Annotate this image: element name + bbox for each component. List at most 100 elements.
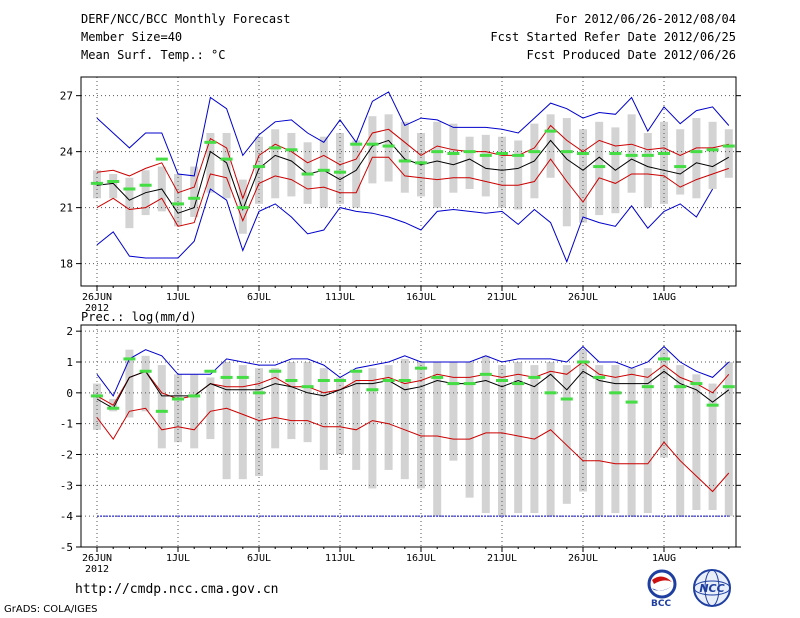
temperature-obs-marker <box>512 153 525 157</box>
precipitation-box <box>271 368 280 449</box>
temperature-obs-marker <box>431 150 444 154</box>
temperature-xtick-label: 1JUL <box>166 292 190 303</box>
precipitation-ytick-label: -3 <box>60 479 73 492</box>
precipitation-obs-marker <box>479 372 492 376</box>
precipitation-obs-marker <box>544 391 557 395</box>
temperature-obs-marker <box>609 152 622 156</box>
temperature-obs-marker <box>139 183 152 187</box>
precipitation-box <box>287 362 296 440</box>
temperature-box <box>319 136 328 208</box>
precipitation-mean-line <box>96 370 730 409</box>
precipitation-obs-marker <box>560 397 573 401</box>
precipitation-obs-marker <box>625 400 638 404</box>
temperature-box <box>206 132 215 193</box>
precipitation-obs-marker <box>236 375 249 379</box>
temperature-frame <box>80 76 737 287</box>
precipitation-ytick-label: 1 <box>66 356 73 369</box>
precipitation-obs-marker <box>398 379 411 382</box>
temperature-obs-marker <box>236 206 249 210</box>
temperature-box <box>368 116 377 184</box>
temperature-ytick-label: 21 <box>60 202 73 215</box>
precipitation-box <box>400 358 409 480</box>
precipitation-obs-marker <box>690 382 703 386</box>
precipitation-obs-marker <box>285 379 298 382</box>
temperature-box <box>433 121 442 208</box>
temperature-box <box>579 129 587 223</box>
temperature-box <box>222 132 231 199</box>
temperature-xtick-label: 21JUL <box>487 292 517 303</box>
temperature-box <box>125 177 134 229</box>
precipitation-xtick-label: 6JUL <box>247 553 271 564</box>
temperature-box <box>627 114 636 193</box>
precipitation-max-line <box>96 345 730 397</box>
precipitation-obs-marker <box>447 382 460 386</box>
precipitation-box <box>676 365 685 517</box>
temperature-xtick-label: 11JUL <box>325 292 355 303</box>
precipitation-obs-marker <box>220 375 233 379</box>
precipitation-obs-marker <box>593 375 606 379</box>
precipitation-box <box>627 368 636 517</box>
temperature-obs-marker <box>447 152 460 156</box>
temperature-box <box>481 134 490 197</box>
temperature-box <box>449 123 458 193</box>
precipitation-obs-marker <box>172 397 184 401</box>
precipitation-obs-marker <box>431 375 444 379</box>
member-size-label: Member Size=40 <box>81 30 183 44</box>
temperature-obs-marker <box>528 150 541 154</box>
temperature-obs-marker <box>722 144 735 148</box>
precipitation-obs-marker <box>334 379 346 382</box>
temperature-box <box>271 129 280 199</box>
temperature-mean-line <box>96 139 730 214</box>
precipitation-box <box>174 374 182 443</box>
temperature-xtick-label: 6JUL <box>247 292 271 303</box>
temperature-box <box>190 166 199 217</box>
precipitation-box <box>93 383 101 430</box>
precipitation-obs-marker <box>674 385 687 389</box>
temperature-obs-marker <box>690 150 703 154</box>
precipitation-obs-marker <box>658 357 670 361</box>
temperature-obs-marker <box>625 153 638 157</box>
precipitation-obs-marker <box>415 366 427 370</box>
precipitation-box <box>514 362 523 514</box>
precipitation-xtick-label: 21JUL <box>487 553 517 564</box>
temperature-box <box>384 114 393 182</box>
precipitation-obs-marker <box>496 379 508 382</box>
forecast-period-label: For 2012/06/26-2012/08/04 <box>555 12 736 26</box>
temperature-box <box>595 121 604 216</box>
temperature-box <box>465 136 474 189</box>
precipitation-obs-marker <box>722 385 735 389</box>
precipitation-ytick-label: 0 <box>66 387 73 400</box>
precipitation-obs-marker <box>382 379 395 382</box>
precipitation-ytick-label: -2 <box>60 449 73 462</box>
precipitation-obs-marker <box>366 388 379 392</box>
precipitation-obs-marker <box>317 379 330 382</box>
bcc-logo-text: BCC <box>651 599 671 608</box>
temperature-obs-marker <box>658 152 670 156</box>
precipitation-frame <box>80 324 737 548</box>
precipitation-box <box>303 362 312 443</box>
temperature-obs-marker <box>398 159 411 163</box>
precipitation-box <box>141 355 150 412</box>
precipitation-box <box>611 365 620 514</box>
precipitation-box <box>579 349 587 492</box>
precipitation-obs-marker <box>528 375 541 379</box>
precipitation-obs-marker <box>577 360 589 364</box>
source-url: http://cmdp.ncc.cma.gov.cn <box>75 582 279 597</box>
temperature-obs-marker <box>479 153 492 157</box>
temperature-obs-marker <box>91 181 103 185</box>
precipitation-ytick-label: -1 <box>60 418 73 431</box>
temperature-box <box>562 118 571 227</box>
temperature-obs-marker <box>301 172 314 176</box>
temperature-lower-line <box>96 156 729 227</box>
temperature-ytick-label: 27 <box>60 90 73 103</box>
temperature-box <box>336 132 344 204</box>
ncc-logo-text: NCC <box>699 582 724 595</box>
precipitation-xtick-label: 11JUL <box>325 553 355 564</box>
precipitation-xtick-label: 26JUL <box>568 553 598 564</box>
precipitation-obs-marker <box>301 385 314 389</box>
precipitation-obs-marker <box>253 391 265 395</box>
temperature-obs-marker <box>674 165 687 169</box>
temperature-obs-marker <box>350 142 363 146</box>
precipitation-obs-marker <box>350 369 363 373</box>
